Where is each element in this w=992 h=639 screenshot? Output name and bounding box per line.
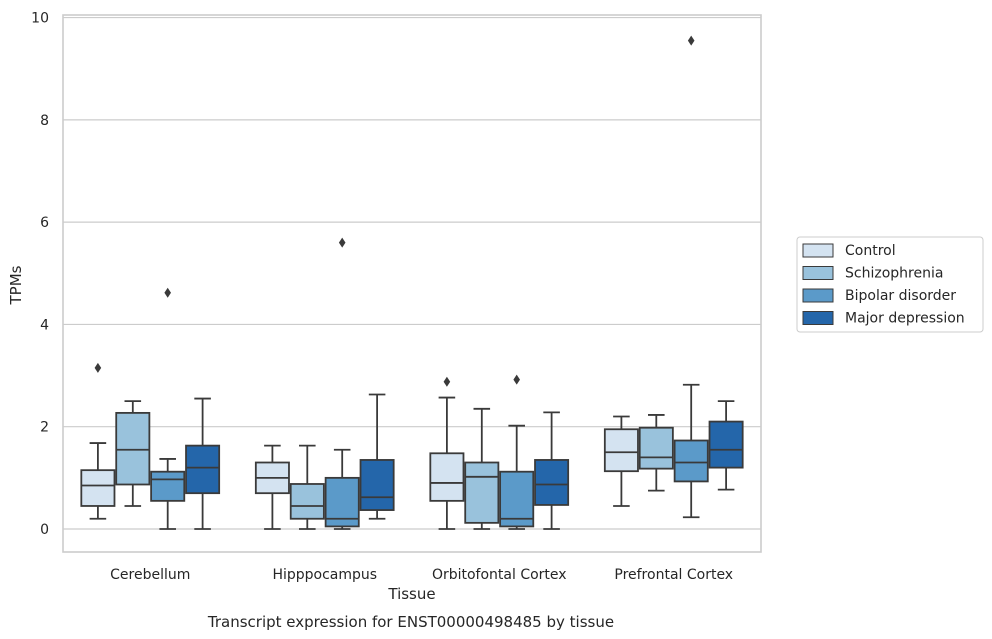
legend-swatch — [802, 243, 834, 258]
chart-caption: Transcript expression for ENST0000049848… — [207, 613, 614, 631]
x-tick-labels: Cerebellum Hipppocampus Orbitofontal Corte… — [110, 567, 733, 583]
box — [185, 444, 221, 495]
legend: Control Schizophrenia Bipolar disorder Majo… — [796, 236, 984, 333]
legend-frame — [796, 236, 984, 333]
box — [708, 420, 744, 469]
outlier-point — [338, 237, 346, 248]
plot-area — [62, 14, 762, 553]
box — [499, 470, 535, 528]
x-tick-label: Hipppocampus — [272, 567, 377, 583]
outlier-point — [443, 376, 451, 387]
x-tick-label: Orbitofontal Cortex — [432, 567, 567, 583]
legend-label: Control — [845, 243, 896, 259]
legend-label: Major depression — [845, 311, 965, 327]
x-tick-label: Prefrontal Cortex — [614, 567, 733, 583]
y-tick-labels: 0 2 4 6 8 10 — [31, 11, 49, 538]
outlier-point — [513, 374, 520, 385]
box — [115, 411, 151, 486]
box — [150, 470, 186, 502]
box — [638, 426, 674, 470]
plot-frame — [62, 14, 762, 553]
outlier-point — [164, 287, 171, 298]
legend-label: Schizophrenia — [845, 266, 943, 282]
box — [289, 483, 325, 520]
box — [464, 461, 500, 524]
legend-swatch — [802, 311, 834, 325]
box — [429, 452, 465, 502]
y-tick-label: 6 — [40, 215, 49, 231]
legend-items: Control Schizophrenia Bipolar disorder Majo… — [802, 243, 965, 327]
box — [673, 439, 709, 483]
y-axis-label: TPMs — [7, 265, 25, 305]
gridlines — [63, 16, 761, 530]
x-axis-label: Tissue — [387, 585, 435, 603]
legend-swatch — [802, 266, 834, 280]
outlier-point — [687, 35, 695, 46]
box-group — [429, 374, 570, 530]
box — [80, 469, 116, 507]
y-tick-label: 2 — [40, 420, 49, 436]
box-groups — [80, 35, 744, 530]
y-tick-label: 10 — [31, 11, 49, 27]
x-tick-label: Cerebellum — [110, 567, 190, 583]
legend-swatch — [802, 288, 834, 303]
box-group — [80, 287, 221, 530]
y-tick-label: 4 — [40, 317, 49, 333]
legend-label: Bipolar disorder — [845, 288, 956, 304]
y-tick-label: 0 — [40, 522, 49, 538]
box — [359, 459, 395, 511]
box-group — [254, 237, 395, 530]
box — [534, 459, 570, 506]
outlier-point — [94, 362, 102, 373]
box-group — [603, 35, 744, 519]
y-tick-label: 8 — [40, 113, 49, 129]
box — [603, 428, 639, 473]
